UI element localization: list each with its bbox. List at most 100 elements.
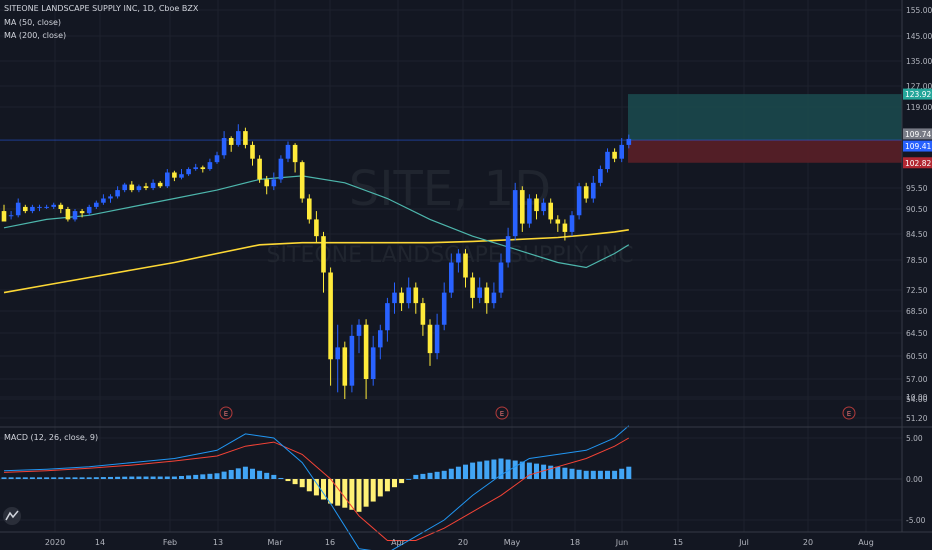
signal-line (3, 437, 630, 541)
macd-histogram-bar (29, 477, 35, 479)
macd-histogram-bar (605, 470, 610, 479)
earnings-marker: E (842, 406, 856, 420)
y-tick-label: 51.20 (906, 414, 928, 423)
x-tick-label: Jun (615, 538, 629, 547)
y-tick-label: 84.50 (906, 230, 928, 239)
macd-histogram-bar (420, 473, 426, 479)
macd-histogram-bar (136, 476, 142, 479)
candle-body (94, 202, 99, 207)
candle (86, 204, 92, 216)
candle-body (51, 204, 56, 207)
candle (8, 211, 14, 220)
candle-body (23, 206, 28, 212)
candle (392, 282, 397, 314)
candle-body (299, 162, 305, 199)
candle (342, 341, 348, 399)
macd-histogram-bar (285, 479, 291, 482)
candle (576, 182, 582, 220)
macd-histogram-bar (392, 479, 397, 488)
candle-body (470, 277, 475, 298)
candle (179, 169, 184, 180)
ma200-line (3, 229, 629, 294)
candle-body (591, 182, 596, 199)
macd-histogram-bar (548, 465, 554, 479)
candle-body (363, 324, 369, 379)
candle (314, 211, 319, 243)
macd-histogram-bar (228, 469, 234, 479)
candle-body (257, 158, 262, 180)
candle (207, 158, 213, 171)
candle-body (8, 215, 14, 217)
candle (441, 282, 447, 331)
macd-histogram-bar (569, 468, 575, 479)
ma50-path (3, 175, 630, 269)
candle-body (200, 167, 206, 170)
x-tick-label: Jul (738, 538, 749, 547)
macd-histogram-bar (51, 477, 57, 479)
y-tick-label: 64.50 (906, 329, 928, 338)
ma200-legend: MA (200, close) (4, 31, 67, 40)
macd-histogram-bar (108, 476, 113, 479)
candle (541, 198, 546, 216)
candle (94, 200, 99, 209)
macd-histogram-bar (406, 479, 412, 480)
candle-body (15, 202, 21, 216)
x-tick-label: 20 (458, 538, 468, 547)
candle-body (420, 303, 426, 325)
entry-price-label: 109.41 (905, 142, 931, 151)
candle-body (243, 131, 248, 145)
candle (569, 211, 575, 237)
candle (477, 277, 482, 304)
x-tick-label: 16 (325, 538, 335, 547)
candle (399, 287, 404, 311)
candle-body (186, 169, 191, 175)
macd-histogram-bar (1, 477, 7, 479)
entry-price-label-bg (903, 140, 932, 152)
candle-body (356, 324, 362, 336)
candle-body (413, 287, 419, 304)
candle (562, 219, 568, 241)
candle (30, 204, 35, 214)
earnings-marker-label: E (224, 410, 228, 418)
candle-body (108, 196, 113, 199)
macd-histogram-bar (427, 472, 433, 479)
macd-histogram-bar (8, 477, 14, 479)
position-tool[interactable] (0, 94, 902, 163)
candle (200, 165, 206, 173)
candle-body (491, 292, 497, 304)
macd-histogram-bar (235, 468, 241, 479)
macd-histogram-bar (186, 475, 192, 479)
candle (37, 204, 42, 212)
x-tick-label: 2020 (45, 538, 65, 547)
macd-histogram-bar (22, 477, 28, 479)
candle-body (378, 330, 383, 348)
macd-histogram-bar (171, 476, 177, 479)
candle (250, 141, 255, 166)
x-tick-label: Aug (858, 538, 874, 547)
macd-histogram-bar (328, 479, 334, 504)
macd-line (3, 425, 630, 550)
y-tick-label: 95.50 (906, 184, 928, 193)
tradingview-logo[interactable] (3, 507, 21, 525)
candle (101, 194, 106, 205)
macd-histogram-bar (448, 468, 454, 479)
candle-body (505, 236, 511, 263)
macd-histogram-bar (519, 461, 525, 479)
candle-body (512, 190, 518, 237)
candle-body (335, 347, 340, 360)
candle (129, 181, 135, 193)
candle-body (193, 167, 198, 170)
macd-histogram-bar (342, 479, 348, 508)
macd-histogram-bar (597, 470, 603, 479)
target-price-label-bg (903, 88, 932, 100)
macd-histogram-bar (619, 468, 625, 479)
macd-histogram-bar (555, 466, 561, 479)
candle-body (612, 151, 617, 159)
macd-histogram-bar (313, 479, 319, 496)
x-tick-label: May (504, 538, 521, 547)
earnings-marker-label: E (847, 410, 851, 418)
macd-histogram-bar (122, 476, 128, 479)
macd-histogram-bar (143, 476, 149, 479)
